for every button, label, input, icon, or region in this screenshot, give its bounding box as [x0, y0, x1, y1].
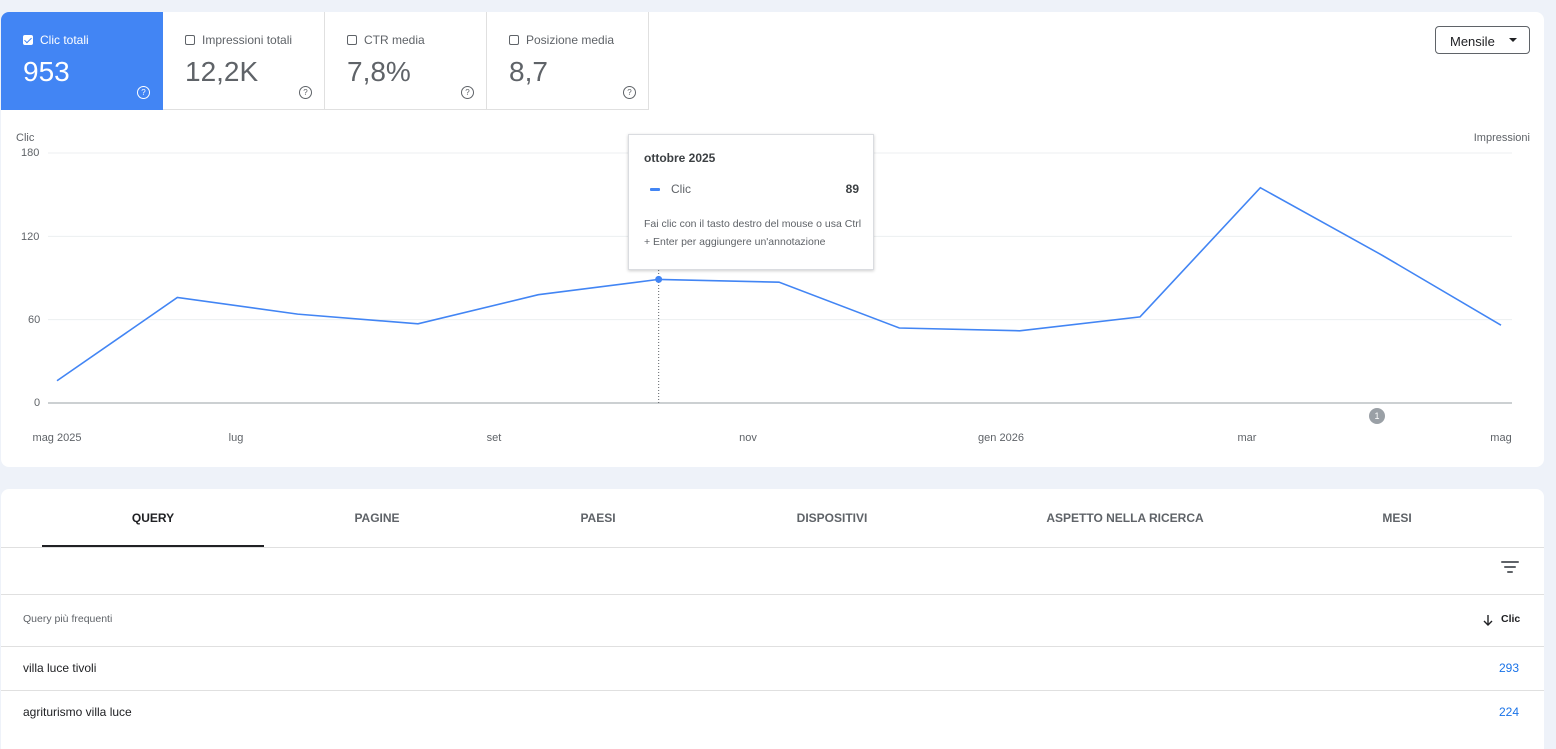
tab-pages[interactable]: PAGINE — [354, 511, 400, 525]
metric-tile-impressions[interactable]: Impressioni totali 12,2K ? — [163, 12, 325, 110]
divider — [1, 690, 1544, 691]
x-tick-label: mag 2025 — [32, 432, 82, 444]
checkbox-icon[interactable] — [185, 35, 195, 45]
divider — [1, 594, 1544, 595]
chart-tooltip: ottobre 2025 Clic 89 Fai clic con il tas… — [628, 134, 874, 270]
x-tick-label: mag — [1490, 432, 1512, 444]
metric-label: Posizione media — [526, 33, 615, 47]
help-icon[interactable]: ? — [623, 86, 636, 99]
tab-countries[interactable]: PAESI — [580, 511, 616, 525]
x-tick-label: lug — [228, 432, 244, 444]
clicks-cell: 293 — [1498, 661, 1519, 675]
clicks-cell: 224 — [1498, 705, 1519, 719]
y-tick-label: 180 — [21, 147, 40, 159]
tooltip-series-name: Clic — [671, 182, 691, 196]
checkbox-icon[interactable] — [509, 35, 519, 45]
metric-label: CTR media — [364, 33, 425, 47]
annotation-badge[interactable]: 1 — [1369, 408, 1385, 424]
x-tick-label: set — [486, 432, 502, 444]
tooltip-series-value: 89 — [845, 182, 859, 196]
tab-search-appearance[interactable]: ASPETTO NELLA RICERCA — [1046, 511, 1204, 525]
divider — [1, 547, 1544, 548]
tab-devices[interactable]: DISPOSITIVI — [796, 511, 868, 525]
help-icon[interactable]: ? — [137, 86, 150, 99]
x-tick-label: gen 2026 — [978, 432, 1024, 444]
metric-value: 7,8% — [347, 56, 411, 87]
metric-tile-ctr[interactable]: CTR media 7,8% ? — [325, 12, 487, 110]
report-table-card: QUERY PAGINE PAESI DISPOSITIVI ASPETTO N… — [1, 489, 1544, 749]
filter-icon[interactable] — [1501, 559, 1519, 575]
query-cell[interactable]: agriturismo villa luce — [23, 705, 132, 719]
data-point[interactable] — [655, 275, 663, 283]
metric-label: Clic totali — [40, 33, 89, 47]
tooltip-hint: Fai clic con il tasto destro del mouse o… — [644, 218, 862, 248]
divider — [1, 646, 1544, 647]
metric-value: 12,2K — [185, 56, 259, 87]
checkbox-icon[interactable] — [347, 35, 357, 45]
query-cell[interactable]: villa luce tivoli — [23, 661, 97, 675]
column-header-query[interactable]: Query più frequenti — [23, 613, 113, 625]
period-label: Mensile — [1450, 34, 1495, 49]
y-tick-label: 0 — [34, 397, 41, 409]
metric-value: 953 — [23, 56, 70, 87]
x-tick-label: nov — [739, 432, 757, 444]
help-icon[interactable]: ? — [461, 86, 474, 99]
tooltip-title: ottobre 2025 — [644, 151, 716, 165]
y-tick-label: 60 — [28, 314, 41, 326]
left-axis-title: Clic — [16, 132, 35, 144]
active-tab-indicator — [42, 545, 264, 547]
arrow-down-icon[interactable] — [1482, 613, 1494, 627]
series-swatch — [650, 188, 660, 191]
series-line-clicks[interactable] — [56, 186, 1502, 382]
metric-tile-position[interactable]: Posizione media 8,7 ? — [487, 12, 649, 110]
metric-value: 8,7 — [509, 56, 548, 87]
metric-label: Impressioni totali — [202, 33, 293, 47]
y-tick-label: 120 — [21, 231, 40, 243]
x-tick-label: mar — [1237, 432, 1257, 444]
chevron-down-icon — [1509, 38, 1517, 42]
tab-query[interactable]: QUERY — [131, 511, 175, 525]
performance-card: Clic totali 953 ? Impressioni totali 12,… — [1, 12, 1544, 467]
tab-months[interactable]: MESI — [1382, 511, 1412, 525]
metric-tile-clicks[interactable]: Clic totali 953 ? — [1, 12, 163, 110]
right-axis-title: Impressioni — [1473, 132, 1530, 144]
checkbox-icon[interactable] — [23, 35, 33, 45]
help-icon[interactable]: ? — [299, 86, 312, 99]
period-dropdown[interactable]: Mensile — [1435, 26, 1530, 54]
column-header-clicks[interactable]: Clic — [1501, 613, 1521, 625]
